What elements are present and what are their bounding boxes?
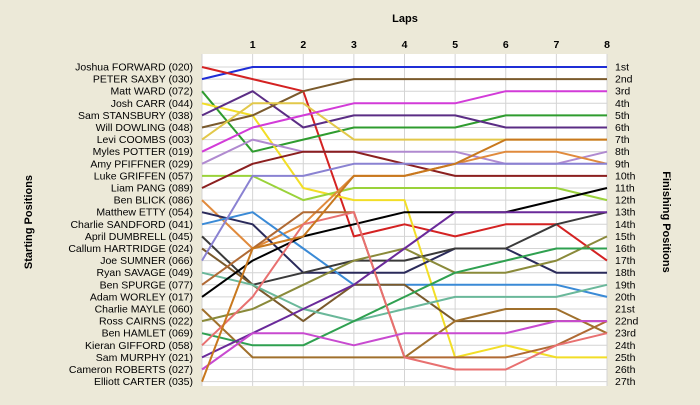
lap-tick-label: 8: [604, 39, 610, 51]
lap-tick-label: 7: [553, 39, 559, 51]
series-line: [201, 90, 607, 153]
start-position-label: Amy PFIFFNER (029): [90, 158, 193, 170]
series-line: [201, 247, 607, 323]
start-position-label: Ross CAIRNS (022): [99, 316, 193, 328]
finish-position-label: 13th: [615, 207, 636, 219]
series-line: [201, 138, 607, 382]
finish-position-label: 8th: [615, 146, 630, 158]
start-position-label: Ben BLICK (086): [114, 195, 193, 207]
start-position-labels: Joshua FORWARD (020)PETER SAXBY (030)Mat…: [68, 62, 193, 389]
series-lines: [201, 66, 608, 382]
start-position-label: Joe SUMNER (066): [100, 255, 193, 267]
series-line: [201, 271, 608, 323]
y-axis-label-right: Finishing Positions: [660, 171, 672, 272]
finish-position-label: 2nd: [615, 74, 633, 86]
finish-position-label: 3rd: [615, 86, 630, 98]
start-position-label: Liam PANG (089): [111, 183, 193, 195]
y-axis-label-left: Starting Positions: [23, 175, 35, 269]
lap-tick-label: 5: [452, 39, 458, 51]
start-position-label: Matthew ETTY (054): [96, 207, 193, 219]
start-position-label: Ryan SAVAGE (049): [97, 267, 193, 279]
finish-position-label: 12th: [615, 195, 636, 207]
series-line: [202, 174, 608, 202]
start-position-label: Will DOWLING (048): [96, 122, 193, 134]
finish-position-label: 20th: [615, 291, 636, 303]
finish-position-label: 5th: [615, 110, 630, 122]
start-position-label: Myles POTTER (019): [93, 146, 193, 158]
lap-tick-labels: 1 2 3 4 5 6 7 8: [250, 39, 610, 51]
finish-position-label: 22nd: [615, 316, 639, 328]
start-position-label: Cameron ROBERTS (027): [69, 364, 193, 376]
lap-tick-label: 2: [300, 39, 306, 51]
series-line: [201, 211, 608, 371]
start-position-label: Ben SPURGE (077): [100, 279, 193, 291]
finish-position-label: 7th: [615, 134, 630, 146]
finish-position-label: 10th: [615, 170, 636, 182]
start-position-label: Matt WARD (072): [111, 86, 193, 98]
series-line: [201, 66, 608, 262]
start-position-label: Joshua FORWARD (020): [75, 62, 193, 74]
finish-position-label: 15th: [615, 231, 636, 243]
start-position-label: Charlie MAYLE (060): [95, 304, 193, 316]
start-position-label: Sam STANSBURY (038): [78, 110, 193, 122]
series-line: [201, 78, 607, 129]
series-line: [201, 162, 607, 262]
finish-position-label: 14th: [615, 219, 636, 231]
finish-position-label: 18th: [615, 267, 636, 279]
start-position-label: Josh CARR (044): [111, 98, 193, 110]
start-position-label: Charlie SANDFORD (041): [70, 219, 193, 231]
finish-position-label: 23rd: [615, 328, 636, 340]
chart-title: Laps: [392, 13, 418, 25]
start-position-label: Levi COOMBS (003): [97, 134, 193, 146]
series-line: [201, 211, 608, 286]
start-position-label: Luke GRIFFEN (057): [94, 170, 193, 182]
finish-position-label: 25th: [615, 352, 636, 364]
finish-position-label: 17th: [615, 255, 636, 267]
series-line: [201, 90, 607, 153]
series-line: [201, 247, 607, 347]
finish-position-label: 4th: [615, 98, 630, 110]
start-position-label: April DUMBRELL (045): [85, 231, 193, 243]
start-position-label: Ben HAMLET (069): [102, 328, 193, 340]
start-position-label: Adam WORLEY (017): [90, 291, 193, 303]
finish-position-labels: 1st2nd3rd4th5th6th7th8th9th10th11th12th1…: [615, 62, 639, 389]
series-line: [201, 320, 607, 371]
series-line: [201, 211, 607, 359]
start-position-label: PETER SAXBY (030): [93, 74, 193, 86]
finish-position-label: 21st: [615, 304, 635, 316]
finish-position-label: 6th: [615, 122, 630, 134]
lap-tick-label: 4: [402, 39, 408, 51]
finish-position-label: 26th: [615, 364, 636, 376]
series-line: [201, 66, 607, 81]
start-position-label: Kieran GIFFORD (058): [85, 340, 193, 352]
finish-position-label: 11th: [615, 183, 635, 195]
start-position-label: Elliott CARTER (035): [94, 376, 193, 388]
lap-tick-label: 6: [503, 39, 509, 51]
start-position-label: Callum HARTRIDGE (024): [68, 243, 193, 255]
lap-tick-label: 1: [250, 39, 256, 51]
lap-tick-label: 3: [351, 39, 357, 51]
finish-position-label: 1st: [615, 62, 629, 74]
finish-position-label: 27th: [615, 376, 636, 388]
finish-position-label: 24th: [615, 340, 636, 352]
finish-position-label: 16th: [615, 243, 636, 255]
finish-position-label: 9th: [615, 158, 630, 170]
finish-position-label: 19th: [615, 279, 636, 291]
series-line: [201, 187, 608, 298]
start-position-label: Sam MURPHY (021): [96, 352, 193, 364]
